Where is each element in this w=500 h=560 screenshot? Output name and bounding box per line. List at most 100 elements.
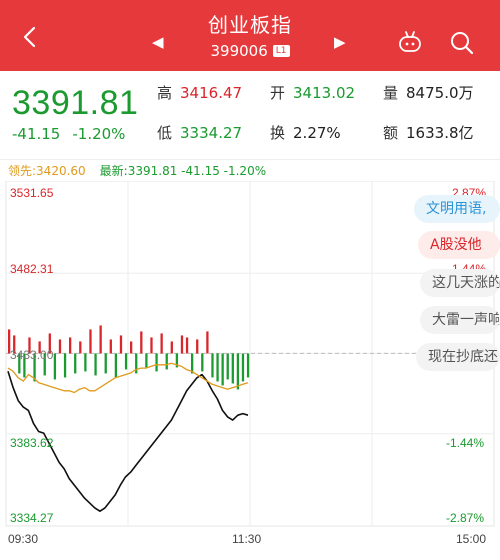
volume-bar	[8, 329, 11, 354]
amount-value: 1633.8亿	[406, 124, 474, 142]
volume-bar	[201, 353, 204, 372]
low-label: 低	[157, 124, 173, 142]
volume-bar	[33, 353, 36, 382]
stat-amount: 额 1633.8亿	[383, 123, 474, 143]
high-label: 高	[157, 84, 173, 102]
volume-bar	[196, 339, 199, 354]
divider	[0, 159, 500, 160]
volume-bar	[206, 331, 209, 354]
intraday-chart[interactable]: 3531.65 3482.31 3433.00 3383.62 3334.27 …	[0, 180, 500, 560]
level-badge: L1	[272, 45, 290, 57]
volume-bar	[241, 353, 245, 382]
volume-label: 量	[383, 84, 399, 102]
stock-code: 399006	[210, 42, 268, 60]
volume-bar	[84, 353, 87, 372]
stat-high: 高 3416.47	[157, 83, 242, 103]
y-tick-left: 3531.65	[10, 186, 54, 200]
volume-bar	[150, 337, 153, 354]
current-price: 3391.81	[12, 84, 139, 122]
low-value: 3334.27	[180, 124, 243, 142]
volume-bar	[145, 353, 148, 368]
volume-bar	[231, 353, 234, 384]
page-title: 创业板指	[208, 13, 292, 37]
high-value: 3416.47	[180, 84, 243, 102]
open-value: 3413.02	[293, 84, 356, 102]
quote-panel: 3391.81 -41.15 -1.20% 高 3416.47 低 3334.27 开…	[0, 71, 500, 159]
volume-bar	[226, 353, 229, 380]
volume-bar	[119, 335, 123, 354]
volume-bar	[185, 337, 189, 354]
volume-bar	[79, 341, 82, 354]
y-tick-left: 3383.62	[10, 436, 54, 450]
volume-bar	[23, 353, 26, 378]
chart-info-line: 领先:3420.60 最新:3391.81 -41.15 -1.20%	[8, 163, 266, 179]
back-icon[interactable]	[20, 26, 42, 48]
volume-bar	[246, 353, 250, 378]
y-tick-left: 3334.27	[10, 511, 54, 525]
stat-low: 低 3334.27	[157, 123, 242, 143]
y-tick-left: 3433.00	[10, 348, 54, 362]
volume-bar	[155, 353, 158, 372]
volume-bar	[114, 353, 118, 378]
volume-bar	[13, 335, 16, 354]
y-tick-right: -2.87%	[446, 511, 485, 525]
search-icon[interactable]	[449, 30, 475, 56]
volume-bar	[221, 353, 224, 386]
chart-svg	[5, 180, 495, 527]
volume-bar	[74, 353, 77, 374]
bullet-comment[interactable]: A股没他	[418, 231, 500, 259]
volume-bar	[104, 353, 107, 374]
volume-bar	[135, 353, 138, 374]
turnover-value: 2.27%	[293, 124, 341, 142]
bullet-comment[interactable]: 文明用语,	[414, 195, 500, 223]
stock-code-row: 399006 L1	[210, 42, 290, 60]
lead-index-text: 领先:3420.60	[8, 164, 86, 178]
volume-bar	[94, 353, 97, 376]
volume-bar	[99, 325, 102, 354]
stat-volume: 量 8475.0万	[383, 83, 474, 103]
turnover-label: 换	[270, 124, 286, 142]
volume-bar	[160, 333, 163, 354]
volume-bar	[53, 353, 57, 380]
price-change: -41.15 -1.20%	[12, 125, 125, 143]
volume-bar	[48, 333, 51, 354]
latest-price-text: 最新:3391.81 -41.15 -1.20%	[99, 164, 267, 178]
volume-bar	[170, 341, 173, 354]
x-tick: 09:30	[8, 532, 39, 546]
open-label: 开	[270, 84, 286, 102]
volume-bar	[216, 353, 219, 382]
change-value: -41.15	[12, 125, 61, 143]
volume-bar	[43, 353, 46, 376]
volume-value: 8475.0万	[406, 84, 474, 102]
y-tick-right: -1.44%	[446, 436, 485, 450]
robot-icon[interactable]	[397, 30, 423, 54]
next-arrow-icon[interactable]: ▶	[334, 33, 346, 51]
volume-bar	[63, 353, 67, 378]
volume-bar	[165, 353, 168, 370]
volume-bar	[180, 335, 184, 354]
stat-open: 开 3413.02	[270, 83, 355, 103]
volume-bar	[175, 353, 179, 368]
change-percent: -1.20%	[72, 125, 126, 143]
volume-bar	[140, 331, 143, 354]
volume-bar	[69, 337, 72, 354]
volume-bar	[58, 339, 62, 354]
prev-arrow-icon[interactable]: ◀	[152, 33, 164, 51]
volume-bar	[124, 353, 128, 370]
volume-bar	[18, 353, 21, 374]
x-tick: 15:00	[456, 532, 487, 546]
bullet-comment[interactable]: 现在抄底还	[416, 343, 500, 371]
volume-bar	[109, 339, 112, 354]
bullet-comment[interactable]: 这几天涨的	[420, 269, 500, 297]
bullet-comment[interactable]: 大雷一声响	[420, 306, 500, 334]
stat-turnover: 换 2.27%	[270, 123, 341, 143]
y-tick-left: 3482.31	[10, 262, 54, 276]
volume-bar	[191, 353, 194, 374]
app-header: ◀ 创业板指 399006 L1 ▶	[0, 0, 500, 71]
volume-bar	[236, 353, 240, 390]
average-line	[7, 362, 249, 394]
amount-label: 额	[383, 124, 399, 142]
volume-bar	[130, 341, 133, 354]
header-title-block: 创业板指 399006 L1	[170, 12, 330, 60]
volume-bar	[38, 341, 41, 354]
